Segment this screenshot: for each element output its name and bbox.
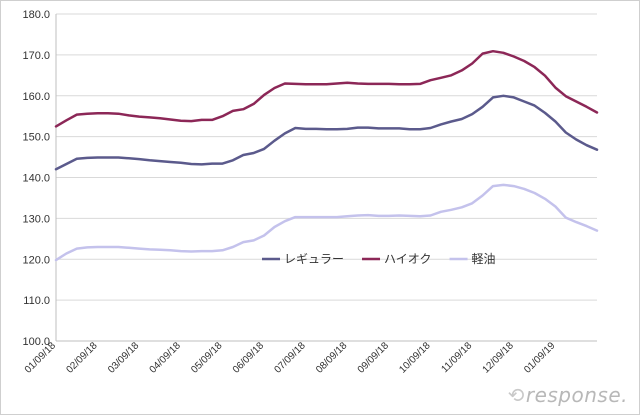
y-tick-label: 180.0 — [22, 9, 50, 21]
series-line — [54, 49, 599, 128]
legend-label: レギュラー — [284, 252, 344, 266]
legend-label: ハイオク — [384, 252, 432, 266]
watermark-text: response. — [525, 383, 628, 407]
y-tick-label: 110.0 — [23, 295, 50, 307]
axes — [55, 14, 597, 342]
series-line — [54, 94, 599, 171]
response-arrow-icon: ⟲ — [507, 383, 525, 407]
y-tick-label: 150.0 — [22, 132, 50, 144]
series-line — [54, 183, 599, 262]
y-tick-label: 120.0 — [22, 254, 50, 266]
y-tick-label: 100.0 — [22, 336, 50, 348]
legend: レギュラー ハイオク 軽油 — [262, 252, 496, 266]
y-tick-label: 160.0 — [22, 91, 50, 103]
y-tick-labels: 100.0 110.0 120.0 130.0 140.0 150.0 160.0 170.0… — [22, 9, 50, 348]
y-tick-label: 170.0 — [22, 50, 50, 62]
series-lines — [54, 49, 599, 262]
response-watermark: ⟲response. — [508, 383, 628, 407]
y-tick-label: 130.0 — [22, 213, 50, 225]
y-tick-label: 140.0 — [22, 173, 50, 185]
legend-label: 軽油 — [472, 252, 496, 266]
